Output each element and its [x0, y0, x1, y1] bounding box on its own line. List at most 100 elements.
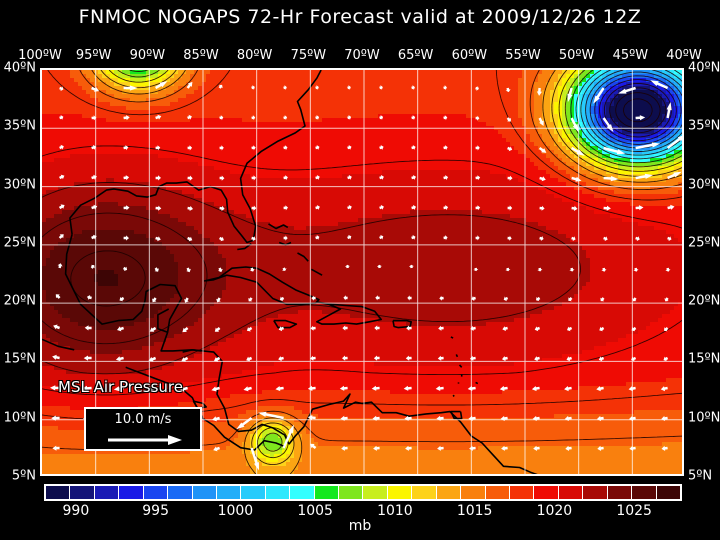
colorbar-swatch: [412, 486, 437, 499]
wind-vector: [565, 445, 572, 451]
wind-vector: [217, 267, 223, 273]
wind-vector: [52, 445, 60, 451]
wind-vector: [635, 173, 654, 180]
wind-vector: [379, 174, 384, 180]
wind-vector: [667, 204, 675, 210]
wind-vector: [536, 87, 542, 96]
wind-vector: [148, 356, 157, 362]
colorbar-swatch: [607, 486, 633, 499]
wind-vector: [661, 445, 668, 451]
wind-vector: [475, 205, 481, 211]
wind-vector: [283, 145, 288, 151]
wind-vector: [439, 295, 444, 301]
wind-vector: [343, 295, 348, 301]
wind-vector: [119, 296, 125, 302]
lat-label-right: 5ºN: [688, 468, 713, 484]
wind-vector: [186, 81, 193, 89]
wind-vector: [411, 85, 415, 91]
wind-vector: [251, 236, 256, 242]
wind-vector: [315, 145, 320, 150]
wind-vector: [411, 115, 416, 121]
wind-vector: [404, 415, 412, 421]
wind-vector: [438, 325, 444, 331]
wind-vector: [152, 297, 157, 303]
wind-vector: [278, 326, 284, 332]
colorbar-swatch: [314, 486, 340, 499]
colorbar-tick-label: 990: [62, 503, 90, 519]
wind-vector: [113, 386, 124, 392]
lon-label: 75ºW: [290, 48, 327, 63]
colorbar[interactable]: [44, 484, 682, 501]
wind-vector: [84, 325, 92, 331]
wind-vector: [52, 354, 60, 360]
wind-vector: [155, 145, 161, 151]
wind-vector: [59, 115, 64, 120]
wind-vector: [470, 325, 476, 331]
lat-label-left: 25ºN: [3, 235, 36, 251]
wind-vector: [123, 85, 138, 91]
wind-vector: [279, 296, 285, 302]
wind-vector: [507, 175, 513, 181]
wind-vector: [282, 424, 294, 449]
wind-vector: [411, 175, 416, 180]
wind-vector: [411, 145, 416, 150]
map-canvas[interactable]: [42, 70, 682, 474]
wind-vector: [507, 205, 513, 211]
wind-vector: [379, 85, 383, 90]
wind-vector: [379, 204, 384, 210]
wind-vector: [123, 175, 130, 181]
map-frame[interactable]: MSL Air Pressure 10.0 m/s: [40, 68, 684, 476]
wind-vector: [571, 236, 576, 242]
colorbar-tick-label: 1010: [377, 503, 413, 519]
wind-vector: [278, 356, 284, 362]
lon-label: 90ºW: [129, 48, 166, 63]
wind-vector: [665, 267, 671, 272]
wind-vector: [283, 85, 287, 91]
wind-vector: [567, 326, 573, 332]
wind-vector: [251, 175, 257, 181]
lon-label: 95ºW: [75, 48, 112, 63]
wind-vector: [123, 235, 129, 241]
colorbar-tick-label: 1015: [456, 503, 493, 519]
wind-vector: [537, 267, 543, 272]
wind-vector: [635, 205, 644, 211]
wind-vector: [635, 142, 661, 150]
colorbar-tick-label: 1020: [536, 503, 573, 519]
wind-vector: [181, 356, 189, 362]
wind-vector: [443, 205, 449, 211]
wind-vector: [219, 205, 225, 211]
wind-vector: [564, 415, 572, 421]
lat-label-left: 5ºN: [11, 468, 36, 484]
wind-vector: [258, 411, 284, 420]
lon-label: 100ºW: [18, 48, 62, 63]
wind-vector: [91, 234, 97, 240]
wind-vector: [437, 355, 444, 361]
wind-arrow-icon: [108, 435, 182, 445]
wind-vector: [373, 355, 380, 361]
wind-vector: [251, 85, 255, 90]
wind-vector: [275, 386, 284, 392]
wind-vector: [347, 85, 351, 90]
wind-vector: [251, 115, 256, 121]
wind-vector: [211, 386, 220, 392]
wind-vector: [283, 235, 288, 241]
colorbar-unit-label: mb: [348, 518, 372, 534]
lon-label: 40ºW: [666, 48, 702, 63]
wind-vector: [315, 85, 319, 90]
wind-vector: [91, 115, 97, 121]
colorbar-swatch: [192, 486, 217, 499]
wind-vector: [307, 385, 316, 391]
wind-vector: [475, 85, 479, 91]
lon-label: 50ºW: [558, 48, 595, 63]
wind-vector: [246, 356, 253, 362]
wind-vector: [53, 324, 60, 330]
wind-vector: [342, 355, 348, 361]
field-label: MSL Air Pressure: [58, 378, 184, 396]
wind-vector: [87, 295, 92, 300]
wind-vector: [55, 294, 61, 299]
lat-label-left: 20ºN: [3, 293, 36, 309]
lat-label-right: 20ºN: [688, 293, 720, 309]
wind-vector: [315, 235, 320, 240]
colorbar-swatch: [46, 486, 71, 499]
wind-vector: [597, 445, 604, 451]
